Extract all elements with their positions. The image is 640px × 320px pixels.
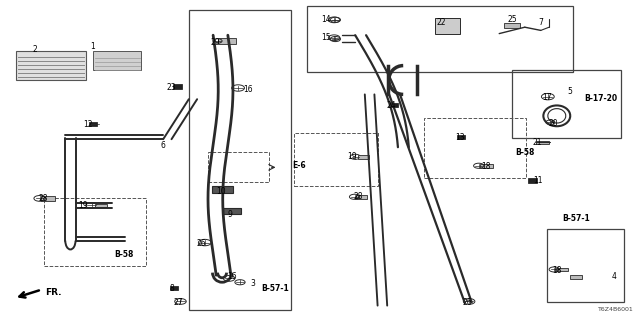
Text: 4: 4 (612, 272, 617, 281)
Bar (44, 198, 146, 266)
Bar (389, 102, 398, 108)
Bar (424, 118, 526, 178)
Text: T6Z4B6001: T6Z4B6001 (598, 307, 634, 312)
Text: 26: 26 (462, 298, 472, 307)
Text: 27: 27 (173, 298, 183, 307)
Text: 19: 19 (347, 152, 357, 161)
Text: 25: 25 (507, 15, 517, 24)
Text: 28: 28 (354, 192, 363, 201)
Text: 14: 14 (321, 15, 332, 24)
Bar (512, 70, 621, 138)
Bar (528, 178, 538, 182)
Bar (547, 229, 624, 302)
Text: 18: 18 (482, 162, 491, 171)
Text: 6: 6 (161, 141, 166, 150)
Text: 16: 16 (227, 272, 237, 281)
Text: 9: 9 (228, 210, 233, 219)
Text: 1: 1 (90, 42, 95, 51)
Text: 11: 11 (533, 176, 542, 185)
Text: 15: 15 (321, 33, 332, 42)
Text: FR.: FR. (45, 288, 61, 297)
Text: 12: 12 (84, 120, 93, 129)
Bar (435, 18, 460, 34)
Text: 20: 20 (548, 119, 559, 128)
Text: 17: 17 (542, 93, 552, 102)
Bar (189, 10, 291, 310)
Text: 24: 24 (387, 101, 397, 110)
Bar (556, 268, 568, 271)
Bar (173, 84, 182, 89)
Text: 23: 23 (166, 83, 177, 92)
Text: B-57-1: B-57-1 (261, 284, 289, 293)
Text: 18: 18 (552, 266, 561, 275)
Text: 22: 22 (437, 18, 446, 27)
Bar (480, 164, 493, 168)
Text: E-6: E-6 (292, 161, 307, 170)
Text: B-58: B-58 (114, 250, 133, 259)
Bar (358, 155, 369, 159)
Bar (294, 133, 378, 186)
Bar (212, 186, 233, 193)
Bar (95, 204, 107, 207)
Bar (170, 286, 178, 290)
Text: 16: 16 (243, 85, 253, 94)
Bar (223, 208, 241, 214)
Bar (93, 51, 141, 70)
Bar (536, 141, 549, 144)
Bar (570, 275, 582, 279)
Text: 13: 13 (454, 133, 465, 142)
Text: 26: 26 (196, 239, 207, 248)
Bar (504, 23, 520, 28)
Text: 19: 19 (78, 201, 88, 210)
Text: 5: 5 (567, 87, 572, 96)
Bar (457, 135, 465, 139)
Text: B-58: B-58 (515, 148, 534, 156)
Bar (208, 152, 269, 182)
Text: 2: 2 (33, 45, 38, 54)
Bar (16, 51, 86, 80)
Text: 10: 10 (216, 188, 226, 196)
Bar (41, 196, 55, 201)
Text: 21: 21 (533, 138, 542, 147)
Text: 28: 28 (39, 194, 48, 203)
Text: B-57-1: B-57-1 (562, 214, 590, 223)
Text: 29: 29 (211, 38, 221, 47)
Text: B-17-20: B-17-20 (584, 94, 617, 103)
Text: 8: 8 (169, 284, 174, 293)
Text: 7: 7 (538, 18, 543, 27)
Bar (218, 38, 236, 44)
Text: 3: 3 (250, 279, 255, 288)
Bar (88, 122, 97, 126)
Bar (356, 195, 367, 199)
Bar (307, 6, 573, 72)
